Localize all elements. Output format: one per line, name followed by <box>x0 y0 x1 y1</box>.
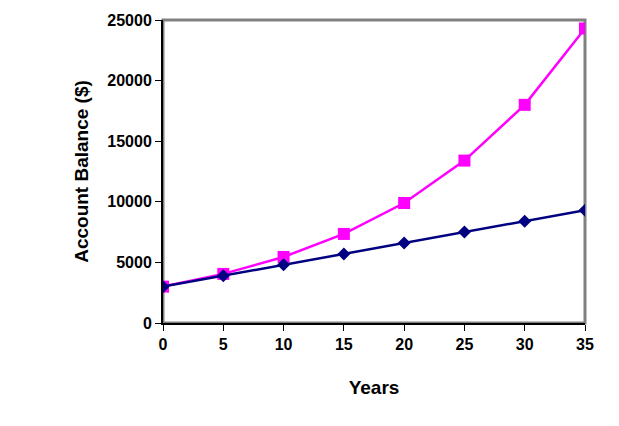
svg-text:Account Balance ($): Account Balance ($) <box>71 80 92 263</box>
svg-text:35: 35 <box>576 336 594 353</box>
svg-text:10000: 10000 <box>107 193 152 210</box>
svg-text:Years: Years <box>349 377 400 398</box>
svg-text:25: 25 <box>456 336 474 353</box>
svg-text:25000: 25000 <box>107 12 152 29</box>
svg-text:15: 15 <box>335 336 353 353</box>
svg-text:5: 5 <box>219 336 228 353</box>
svg-text:15000: 15000 <box>107 133 152 150</box>
svg-text:0: 0 <box>159 336 168 353</box>
svg-text:5000: 5000 <box>116 254 152 271</box>
svg-text:20: 20 <box>395 336 413 353</box>
svg-text:20000: 20000 <box>107 72 152 89</box>
svg-text:0: 0 <box>143 315 152 332</box>
svg-text:30: 30 <box>516 336 534 353</box>
svg-text:10: 10 <box>275 336 293 353</box>
